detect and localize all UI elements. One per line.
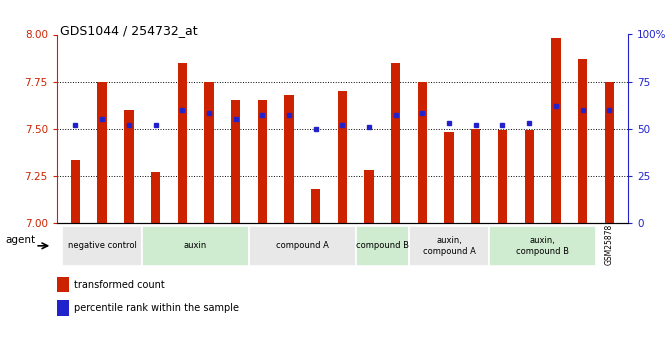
Bar	[338, 91, 347, 223]
Bar	[71, 160, 80, 223]
Text: compound B: compound B	[356, 241, 409, 250]
Bar	[124, 110, 134, 223]
Bar	[471, 129, 480, 223]
Bar	[62, 226, 142, 266]
Bar	[142, 226, 249, 266]
Bar	[285, 95, 294, 223]
Bar	[489, 226, 596, 266]
Bar	[311, 189, 321, 223]
Bar	[391, 63, 400, 223]
Text: auxin,
compound B: auxin, compound B	[516, 236, 569, 256]
Bar	[524, 130, 534, 223]
Bar	[418, 81, 427, 223]
Bar	[57, 277, 69, 293]
Bar	[355, 226, 409, 266]
Bar	[364, 170, 373, 223]
Text: agent: agent	[6, 235, 36, 245]
Bar	[151, 172, 160, 223]
Text: compound A: compound A	[276, 241, 329, 250]
Text: auxin,
compound A: auxin, compound A	[423, 236, 476, 256]
Bar	[498, 130, 507, 223]
Bar	[258, 100, 267, 223]
Bar	[578, 59, 587, 223]
Bar	[231, 100, 240, 223]
Bar	[409, 226, 489, 266]
Bar	[98, 81, 107, 223]
Bar	[178, 63, 187, 223]
Bar	[444, 132, 454, 223]
Bar	[57, 300, 69, 316]
Bar	[204, 81, 214, 223]
Text: GDS1044 / 254732_at: GDS1044 / 254732_at	[60, 24, 198, 37]
Text: transformed count: transformed count	[74, 280, 165, 289]
Bar	[605, 81, 614, 223]
Bar	[551, 38, 560, 223]
Text: negative control: negative control	[67, 241, 136, 250]
Text: auxin: auxin	[184, 241, 207, 250]
Text: percentile rank within the sample: percentile rank within the sample	[74, 303, 239, 313]
Bar	[249, 226, 355, 266]
